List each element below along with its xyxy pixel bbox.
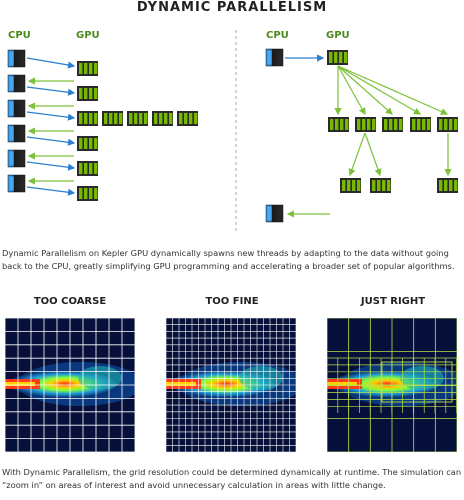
arrow (337, 65, 393, 115)
plume-jet-center (327, 382, 357, 386)
plume-jet-center (5, 382, 35, 386)
cpu-block (7, 149, 26, 168)
gpu-block (102, 111, 123, 126)
gpu-block (77, 161, 98, 176)
cpu-block (7, 174, 26, 193)
plume-blob (400, 366, 444, 390)
gpu-block (152, 111, 173, 126)
plume-jet-center (166, 382, 196, 386)
dynamic-parallelism-diagram: CPU GPU CPU GPU (7, 30, 458, 232)
gpu-block (327, 50, 348, 65)
arrow (26, 86, 76, 96)
gpu-block (370, 178, 391, 193)
cpu-block (265, 204, 284, 223)
arrow (26, 161, 76, 171)
gpu-block (355, 117, 376, 132)
right-cpu-label: CPU (266, 30, 289, 41)
arrow (337, 65, 366, 116)
plume-blob (78, 366, 122, 390)
gpu-block (77, 111, 98, 126)
gpu-block (437, 178, 458, 193)
cpu-block (7, 124, 26, 143)
arrow (26, 186, 76, 196)
left-cpu-blocks (7, 49, 26, 193)
simulation-panel-too-fine (166, 318, 296, 452)
arrow (26, 57, 76, 69)
cpu-block (7, 74, 26, 93)
arrow (348, 132, 366, 177)
gpu-block (77, 186, 98, 201)
left-cpu-label: CPU (8, 30, 31, 41)
arrow (364, 132, 382, 177)
cpu-block (7, 49, 26, 68)
left-arrows (26, 57, 76, 196)
right-gpu-label: GPU (326, 30, 350, 41)
arrow (26, 111, 76, 121)
cpu-block (7, 99, 26, 118)
gpu-block (328, 117, 349, 132)
arrow (337, 65, 422, 115)
right-diagram (265, 48, 458, 223)
caption-top: Dynamic Parallelism on Kepler GPU dynami… (2, 248, 455, 271)
panel-title-too-coarse: TOO COARSE (33, 296, 107, 307)
gpu-block (127, 111, 148, 126)
panel-title-too-fine: TOO FINE (205, 296, 259, 307)
simulation-panel-too-coarse (5, 318, 135, 452)
arrow (26, 136, 76, 146)
gpu-block (177, 111, 198, 126)
gpu-block (437, 117, 458, 132)
gpu-block (77, 136, 98, 151)
simulation-panel-just-right (327, 318, 457, 452)
gpu-block (340, 178, 361, 193)
panel-title-just-right: JUST RIGHT (360, 296, 426, 307)
gpu-block (382, 117, 403, 132)
grid-lines (5, 318, 135, 452)
adaptive-grid (327, 318, 457, 452)
grid-lines (166, 318, 296, 452)
gpu-block (77, 86, 98, 101)
gpu-block (410, 117, 431, 132)
gpu-block (77, 61, 98, 76)
cpu-block (265, 48, 284, 67)
arrow (337, 65, 449, 115)
left-gpu-label: GPU (76, 30, 100, 41)
page-title: DYNAMIC PARALLELISM (136, 0, 328, 15)
caption-bottom: With Dynamic Parallelism, the grid resol… (2, 467, 462, 490)
left-gpu-blocks (77, 61, 198, 201)
